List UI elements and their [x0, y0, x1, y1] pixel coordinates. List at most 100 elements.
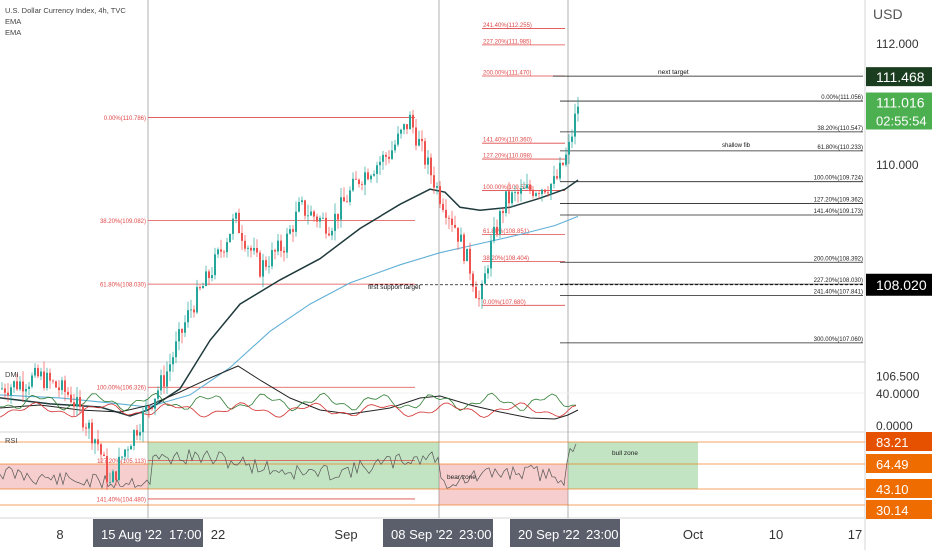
candle [190, 309, 192, 311]
candle [496, 226, 498, 234]
candle [364, 172, 366, 185]
candle [244, 240, 246, 249]
support-badge-text: 108.020 [876, 277, 927, 293]
fib-b-label: 100.00%(109.577) [483, 185, 532, 191]
price-tick: 106.500 [876, 370, 920, 384]
candle [439, 186, 441, 204]
candle [427, 157, 429, 165]
fib-c-label: 241.40%(107.841) [814, 290, 863, 296]
candle [379, 161, 381, 166]
candle [208, 271, 210, 279]
candle [139, 432, 141, 436]
chart-title: U.S. Dollar Currency Index, 4h, TVC [5, 6, 126, 15]
candle [484, 273, 486, 284]
candle [565, 154, 567, 165]
candle [166, 371, 168, 387]
candle [433, 175, 435, 188]
candle [175, 341, 177, 358]
fib-c-label: 200.00%(108.392) [814, 256, 863, 262]
candle [436, 186, 438, 188]
candle [529, 184, 531, 190]
candle [448, 217, 450, 219]
candle [277, 240, 279, 252]
candle [109, 482, 111, 484]
candle [301, 200, 303, 203]
candle [115, 471, 117, 480]
candle [331, 230, 333, 236]
fib-b-label: 141.40%(110.360) [483, 138, 532, 144]
candle [535, 193, 537, 196]
candle [76, 397, 78, 407]
last-price-text: 111.016 [876, 95, 925, 111]
candle [169, 364, 171, 372]
candle [94, 439, 96, 444]
rsi-badge-text: 43.10 [876, 482, 909, 497]
ema-slow-line [0, 215, 579, 408]
candle [187, 310, 189, 323]
next-target-badge [866, 67, 932, 87]
fib-c-label: 38.20%(110.547) [817, 126, 863, 132]
candle [334, 213, 336, 231]
candle [397, 133, 399, 145]
candle [304, 200, 306, 216]
rsi-badge [866, 479, 932, 498]
currency-label: USD [873, 6, 903, 22]
candle [532, 189, 534, 196]
candle [106, 456, 108, 483]
candle [7, 392, 9, 396]
candle [199, 287, 201, 289]
candle [217, 249, 219, 255]
dmi-label: DMI [5, 370, 19, 379]
candle [478, 298, 480, 300]
next-target-label: next target [658, 69, 689, 76]
rsi-label: RSI [5, 436, 18, 445]
candle [391, 150, 393, 159]
candle [127, 449, 129, 451]
candle [370, 175, 372, 180]
fib-b-label: 227.20%(111.985) [483, 39, 531, 45]
candle [151, 408, 153, 409]
candle [232, 218, 234, 234]
candle [28, 386, 30, 389]
candle [289, 229, 291, 234]
candle [268, 266, 270, 268]
candle [340, 197, 342, 220]
time-highlight-chip [383, 519, 493, 547]
fib-a-label: 100.00%(106.326) [97, 386, 146, 392]
candle [541, 189, 543, 195]
candle [157, 390, 159, 399]
candle [31, 375, 33, 387]
candle [103, 454, 105, 457]
candle [88, 422, 90, 429]
candle [163, 375, 165, 387]
candle [472, 273, 474, 287]
candle [97, 439, 99, 445]
fib-c-label: 127.20%(109.362) [814, 198, 863, 204]
time-tick: 8 [56, 527, 63, 542]
candle [136, 430, 138, 436]
candle [406, 124, 408, 130]
candle [349, 190, 351, 203]
candle [418, 138, 420, 146]
candle [544, 189, 546, 193]
candle [241, 233, 243, 241]
candle [121, 456, 123, 458]
time-tick: 17 [848, 527, 862, 542]
rsi-zone-bear [0, 464, 148, 489]
rsi-badge-text: 83.21 [876, 435, 909, 450]
candle [325, 217, 327, 234]
rsi-zone-bull [148, 442, 439, 489]
rsi-badge [866, 454, 932, 473]
candle [313, 211, 315, 217]
candle [322, 217, 324, 219]
fib-c-label: 227.20%(108.030) [814, 278, 863, 284]
candle [367, 172, 369, 180]
candle [382, 154, 384, 162]
candle [43, 371, 45, 389]
candle [457, 227, 459, 242]
candle [520, 188, 522, 194]
candle [145, 406, 147, 412]
price-tick: 112.000 [876, 37, 919, 51]
time-highlight-time: 23:00 [586, 527, 619, 542]
